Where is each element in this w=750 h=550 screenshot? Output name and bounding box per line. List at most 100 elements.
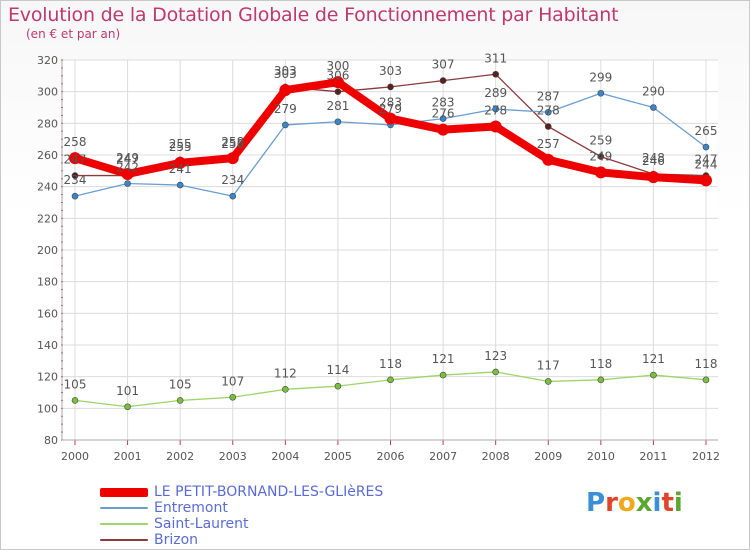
data-point xyxy=(387,83,394,91)
data-point xyxy=(439,371,447,379)
data-point xyxy=(439,115,447,122)
y-tick-label: 260 xyxy=(37,149,58,162)
data-label: 247 xyxy=(64,153,87,167)
data-point xyxy=(69,152,81,165)
data-label: 249 xyxy=(116,151,139,165)
y-tick-label: 240 xyxy=(37,181,58,194)
data-point xyxy=(176,397,184,404)
data-label: 242 xyxy=(116,161,139,175)
data-point xyxy=(279,84,292,97)
x-tick-label: 2010 xyxy=(587,450,615,463)
data-point xyxy=(702,376,710,384)
data-point xyxy=(124,180,131,187)
data-point xyxy=(544,108,552,116)
data-point xyxy=(334,88,342,95)
data-label: 249 xyxy=(589,149,612,163)
data-point xyxy=(282,386,289,393)
legend-label: Brizon xyxy=(154,532,199,548)
y-tick-label: 80 xyxy=(44,434,58,447)
data-point xyxy=(597,153,605,160)
legend-item-entremont: Entremont xyxy=(100,500,383,516)
legend-swatch-saint-laurent xyxy=(100,523,148,525)
data-label: 121 xyxy=(642,352,665,366)
data-point xyxy=(647,171,660,184)
x-tick-label: 2003 xyxy=(219,450,247,463)
data-label: 287 xyxy=(537,89,560,103)
data-label: 258 xyxy=(64,135,87,149)
data-point xyxy=(176,181,184,189)
x-tick-label: 2007 xyxy=(429,450,457,463)
data-label: 112 xyxy=(274,366,297,380)
data-label: 311 xyxy=(484,51,507,65)
data-label: 118 xyxy=(379,357,402,371)
data-label: 303 xyxy=(379,64,402,78)
data-label: 278 xyxy=(484,104,507,118)
data-label: 114 xyxy=(326,363,349,377)
y-tick-label: 300 xyxy=(37,86,58,99)
y-tick-label: 100 xyxy=(37,402,58,415)
x-tick-label: 2002 xyxy=(166,450,194,463)
y-tick-label: 120 xyxy=(37,371,58,384)
y-tick-label: 320 xyxy=(37,54,58,67)
y-tick-label: 160 xyxy=(37,307,58,320)
data-label: 248 xyxy=(642,151,665,165)
data-label: 303 xyxy=(274,64,297,78)
data-label: 290 xyxy=(642,85,665,99)
x-tick-label: 2005 xyxy=(324,450,352,463)
x-tick-label: 2011 xyxy=(639,450,667,463)
data-label: 247 xyxy=(116,153,139,167)
legend-label: LE PETIT-BORNAND-LES-GLIèRES xyxy=(154,484,384,500)
data-point xyxy=(492,368,499,376)
data-point xyxy=(597,376,605,384)
legend-label: Saint-Laurent xyxy=(154,516,249,532)
data-label: 279 xyxy=(274,102,297,116)
data-point xyxy=(174,156,187,169)
data-label: 306 xyxy=(326,69,349,83)
data-point xyxy=(229,393,237,401)
data-label: 299 xyxy=(589,70,612,84)
data-point xyxy=(229,192,237,200)
data-label: 118 xyxy=(589,357,612,371)
data-label: 279 xyxy=(379,102,402,116)
x-tick-label: 2000 xyxy=(61,450,89,463)
legend-item-saint-laurent: Saint-Laurent xyxy=(100,516,383,532)
data-label: 234 xyxy=(221,173,244,187)
data-point xyxy=(439,77,447,84)
data-label: 246 xyxy=(642,154,665,168)
data-label: 255 xyxy=(169,140,192,154)
data-point xyxy=(650,371,657,379)
data-label: 107 xyxy=(221,374,244,388)
data-label: 105 xyxy=(64,377,87,391)
data-label: 255 xyxy=(169,137,192,151)
data-label: 105 xyxy=(169,377,192,391)
data-label: 278 xyxy=(537,104,560,118)
legend-swatch-brizon xyxy=(100,539,148,541)
data-point xyxy=(702,143,710,151)
data-label: 101 xyxy=(116,384,139,398)
y-tick-label: 220 xyxy=(37,212,58,225)
data-label: 307 xyxy=(432,58,455,72)
data-point xyxy=(226,152,239,165)
data-label: 117 xyxy=(537,358,560,372)
data-label: 257 xyxy=(537,137,560,151)
y-tick-label: 200 xyxy=(37,244,58,257)
data-point xyxy=(384,112,397,125)
data-label: 281 xyxy=(326,99,349,113)
data-point xyxy=(544,378,552,385)
data-point xyxy=(387,376,394,384)
legend-swatch-petit-bornand xyxy=(100,487,148,497)
data-label: 121 xyxy=(432,352,455,366)
data-point xyxy=(437,123,450,136)
data-label: 283 xyxy=(379,96,402,110)
data-point xyxy=(71,172,79,179)
data-point xyxy=(542,153,555,166)
data-point xyxy=(492,70,499,78)
legend-item-petit-bornand: LE PETIT-BORNAND-LES-GLIèRES xyxy=(100,484,383,500)
data-label: 303 xyxy=(274,67,297,81)
data-point xyxy=(597,89,605,97)
data-point xyxy=(492,105,499,113)
data-label: 123 xyxy=(484,349,507,363)
data-label: 258 xyxy=(221,137,244,151)
legend-item-brizon: Brizon xyxy=(100,532,383,548)
data-label: 244 xyxy=(695,157,718,171)
